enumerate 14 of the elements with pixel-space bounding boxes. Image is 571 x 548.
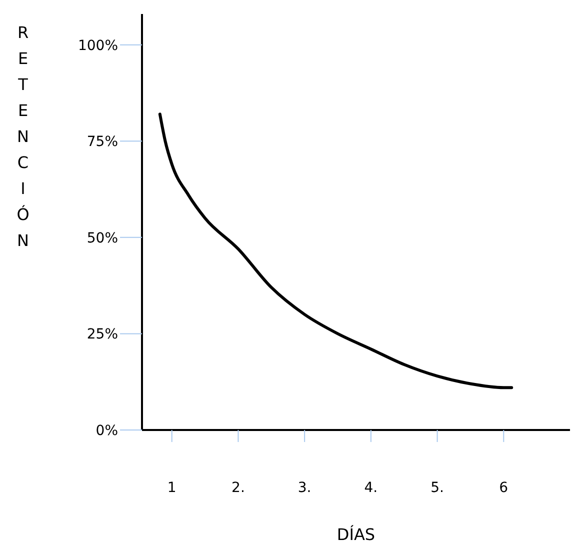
y-tick-label: 50% (86, 230, 118, 246)
y-tick-label: 100% (78, 38, 118, 54)
y-tick-label: 75% (86, 134, 118, 150)
x-tick-label: 2. (232, 480, 245, 496)
x-tick-label: 5. (430, 480, 444, 496)
line-series (158, 112, 514, 390)
y-tick-label: 0% (96, 422, 118, 439)
x-tick-label: 4. (364, 480, 378, 496)
y-tick-label: 25% (86, 326, 118, 343)
x-tick-label: 6 (499, 480, 508, 496)
x-tick-label: 3. (298, 480, 312, 496)
x-axis-title: DÍAS (336, 525, 376, 544)
text: RETENCIÓN (16, 23, 30, 250)
x-tick-label: 1 (167, 480, 176, 496)
